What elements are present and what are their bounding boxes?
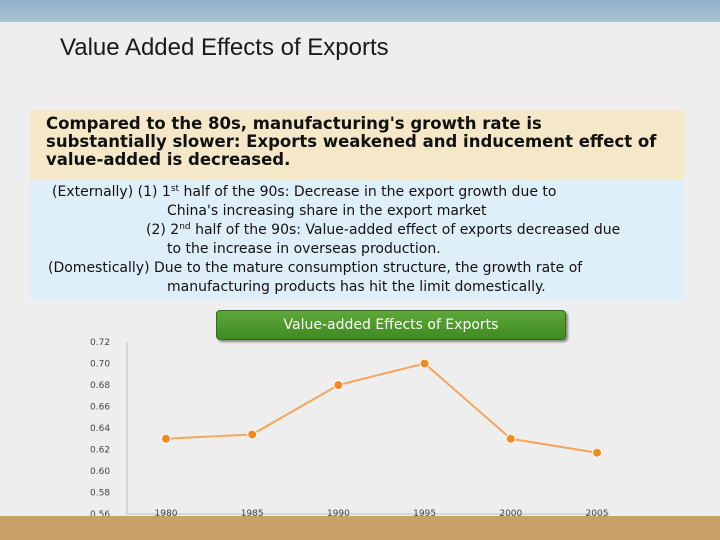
series-line bbox=[165, 362, 598, 454]
detail-line: China's increasing share in the export m… bbox=[167, 203, 487, 219]
x-tick-label: 1980 bbox=[155, 509, 178, 518]
x-tick-label: 1985 bbox=[241, 509, 264, 518]
data-point bbox=[419, 358, 430, 369]
detail-line-second-half: (2) 2nd half of the 90s: Value-added eff… bbox=[146, 222, 621, 238]
slide-title: Value Added Effects of Exports bbox=[60, 34, 389, 61]
y-tick-label: 0.66 bbox=[90, 403, 110, 413]
data-point bbox=[333, 380, 344, 390]
data-point bbox=[505, 433, 516, 444]
x-tick-label: 1990 bbox=[327, 509, 350, 518]
data-point bbox=[592, 447, 602, 458]
summary-line: Compared to the 80s, manufacturing's gro… bbox=[46, 114, 542, 133]
y-tick-label: 0.64 bbox=[90, 424, 110, 434]
summary-box: Compared to the 80s, manufacturing's gro… bbox=[30, 110, 684, 180]
y-tick-label: 0.56 bbox=[90, 510, 110, 518]
summary-line: substantially slower: Exports weakened a… bbox=[46, 132, 657, 151]
line-chart: 0.72 0.70 0.68 0.66 0.64 0.62 0.60 0.58 0.56 1980… bbox=[90, 338, 610, 518]
y-tick-label: 0.72 bbox=[90, 338, 110, 348]
detail-line: to the increase in overseas production. bbox=[167, 241, 441, 257]
detail-line-domestically: (Domestically) Due to the mature consump… bbox=[48, 260, 583, 276]
detail-line-externally: (Externally) (1) 1st half of the 90s: De… bbox=[52, 184, 557, 200]
x-tick-label: 2005 bbox=[586, 509, 609, 518]
chart-title-badge: Value-added Effects of Exports bbox=[216, 310, 566, 340]
details-box: (Externally) (1) 1st half of the 90s: De… bbox=[30, 180, 684, 301]
y-tick-label: 0.68 bbox=[90, 381, 110, 391]
y-tick-label: 0.70 bbox=[90, 360, 110, 370]
summary-line: value-added is decreased. bbox=[46, 150, 291, 169]
x-tick-label: 1995 bbox=[413, 509, 436, 518]
x-tick-label: 2000 bbox=[499, 509, 522, 518]
data-point bbox=[247, 429, 258, 440]
bottom-banner bbox=[0, 516, 720, 540]
y-tick-label: 0.62 bbox=[90, 446, 110, 456]
y-tick-label: 0.60 bbox=[90, 467, 110, 477]
top-banner bbox=[0, 0, 720, 22]
data-point bbox=[161, 433, 171, 444]
detail-line: manufacturing products has hit the limit… bbox=[167, 279, 546, 295]
y-tick-label: 0.58 bbox=[90, 489, 110, 499]
